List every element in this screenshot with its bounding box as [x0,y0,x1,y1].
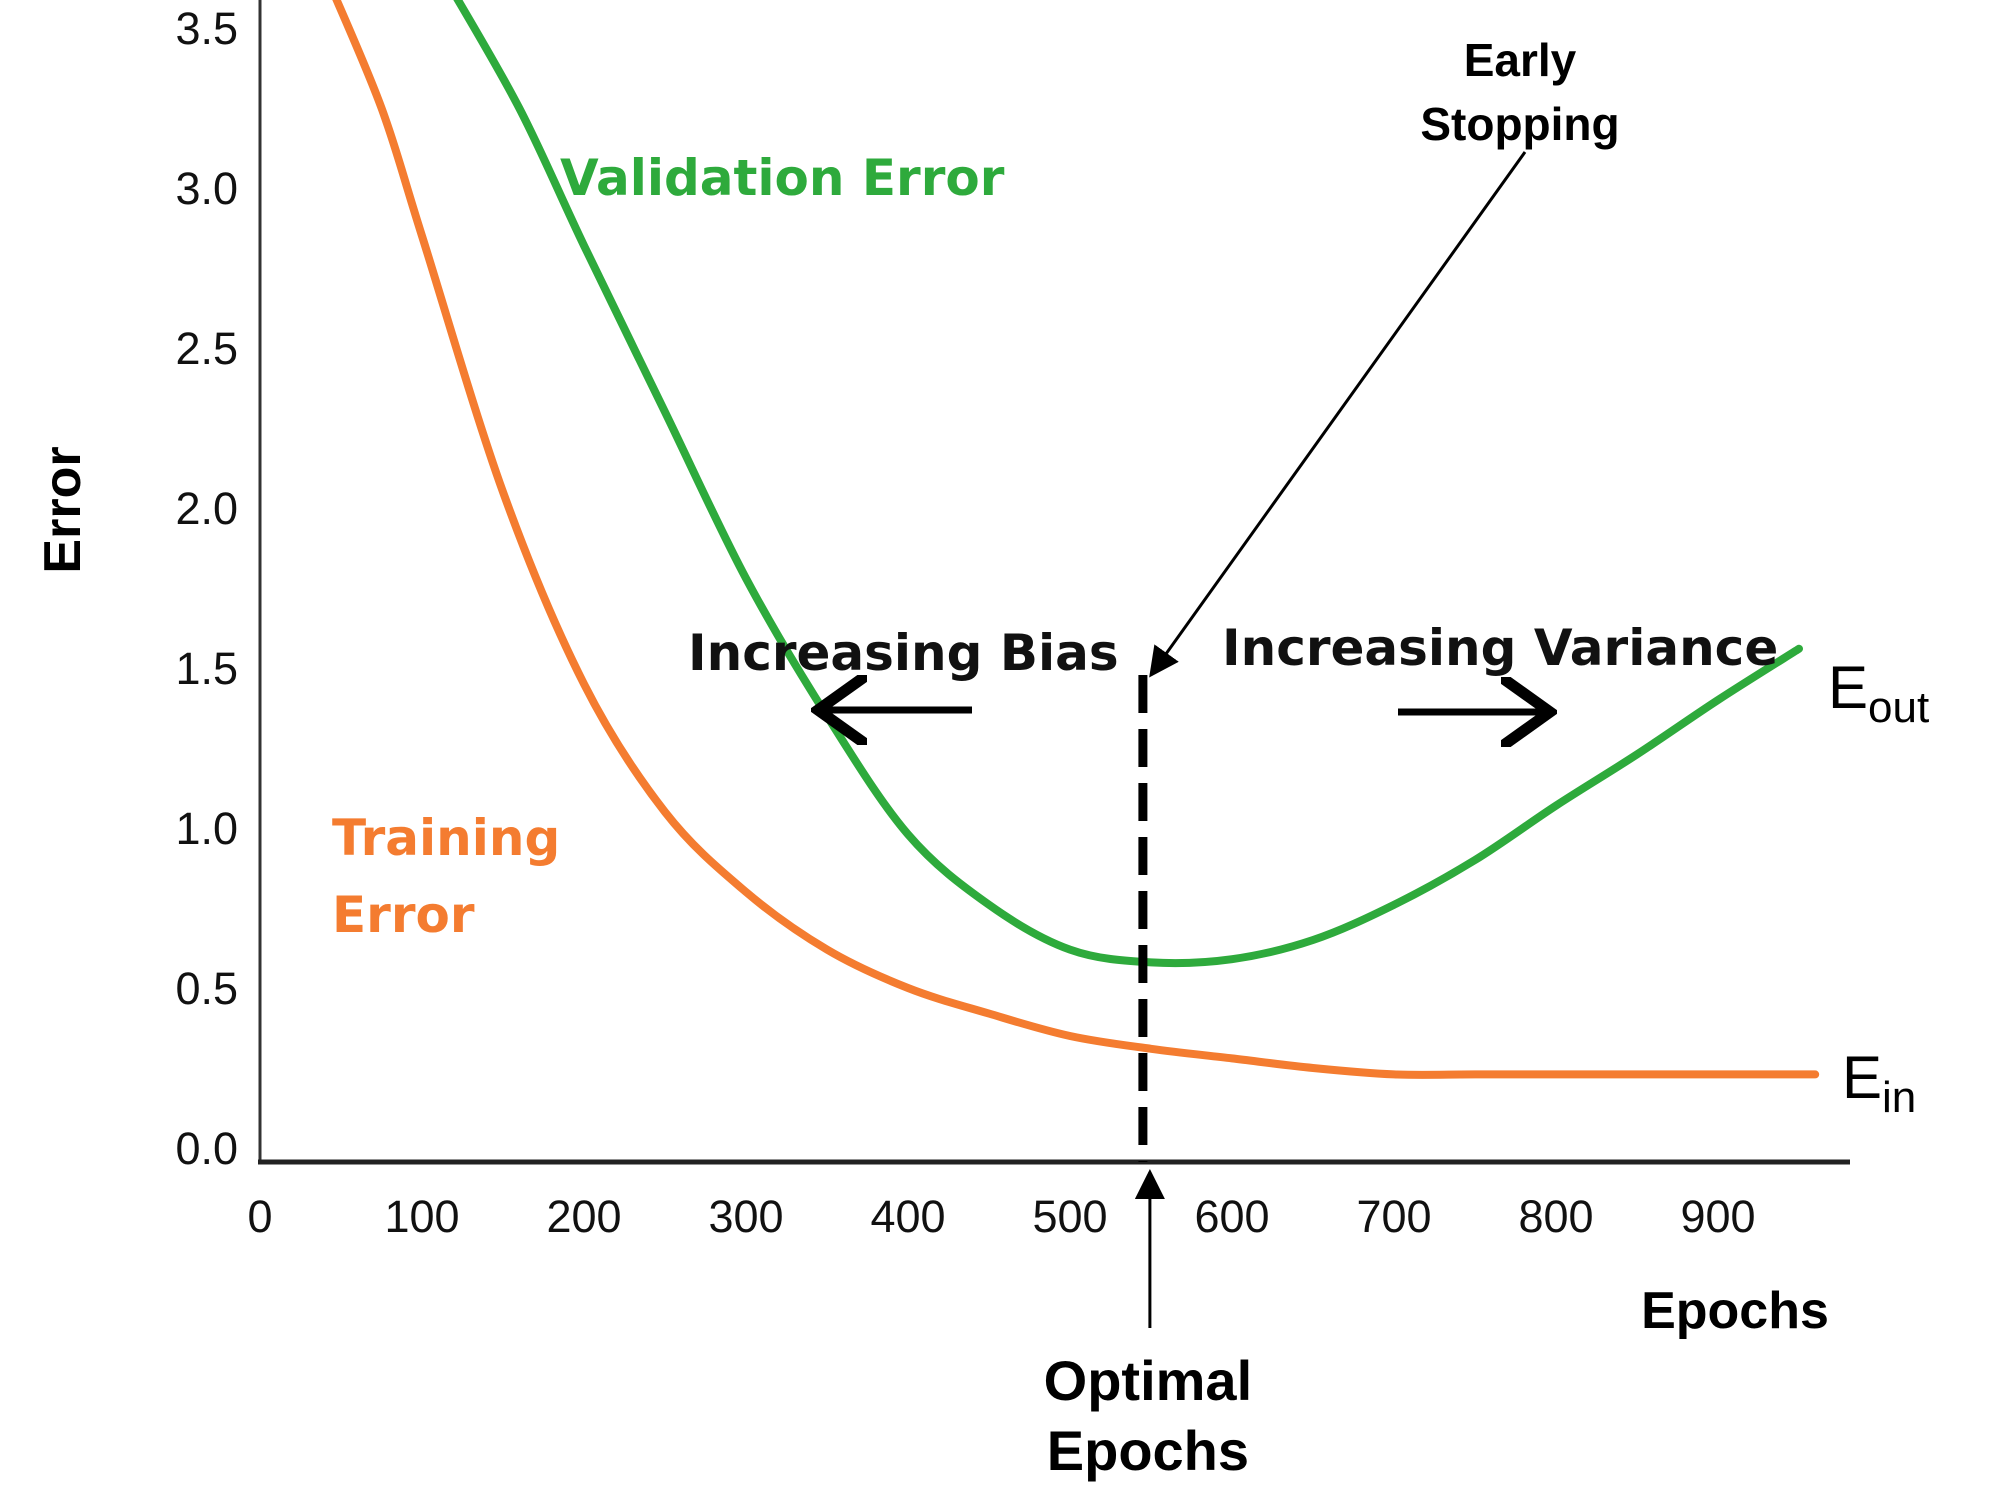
validation-error-label: Validation Error [560,149,1005,207]
x-tick-label: 200 [546,1191,621,1242]
training-error-line [332,0,1820,1079]
x-tick-label: 300 [708,1191,783,1242]
increasing-bias-label: Increasing Bias [688,624,1119,682]
x-tick-label: 0 [247,1191,272,1242]
training-error-label-line1: Training [332,809,560,867]
validation-error-line [453,0,1803,968]
y-tick-label: 3.0 [175,163,238,214]
optimal-epochs-label-line2: Epochs [1047,1419,1249,1482]
y-tick-label: 1.5 [175,643,238,694]
x-tick-label: 400 [870,1191,945,1242]
y-axis-title: Error [34,446,92,573]
y-tick-labels: 0.0 0.5 1.0 1.5 2.0 2.5 3.0 3.5 [175,3,238,1174]
y-tick-label: 2.0 [175,483,238,534]
x-axis-title: Epochs [1641,1282,1829,1340]
early-stopping-label-line1: Early [1464,34,1577,86]
x-tick-label: 900 [1680,1191,1755,1242]
y-tick-label: 2.5 [175,323,238,374]
x-tick-label: 100 [384,1191,459,1242]
y-tick-label: 0.0 [175,1123,238,1174]
e-in-label: Ein [1842,1044,1916,1122]
optimal-epochs-label-line1: Optimal [1044,1349,1252,1412]
e-out-label: Eout [1828,654,1929,732]
x-tick-label: 500 [1032,1191,1107,1242]
early-stopping-label-line2: Stopping [1420,98,1619,150]
y-tick-label: 3.5 [175,3,238,54]
x-tick-labels: 0 100 200 300 400 500 600 700 800 900 [247,1191,1755,1242]
training-error-label-line2: Error [332,886,475,944]
x-tick-label: 600 [1194,1191,1269,1242]
y-tick-label: 1.0 [175,803,238,854]
increasing-variance-label: Increasing Variance [1222,619,1778,677]
early-stopping-arrow [1149,151,1527,678]
x-tick-label: 700 [1356,1191,1431,1242]
x-tick-label: 800 [1518,1191,1593,1242]
y-tick-label: 0.5 [175,963,238,1014]
